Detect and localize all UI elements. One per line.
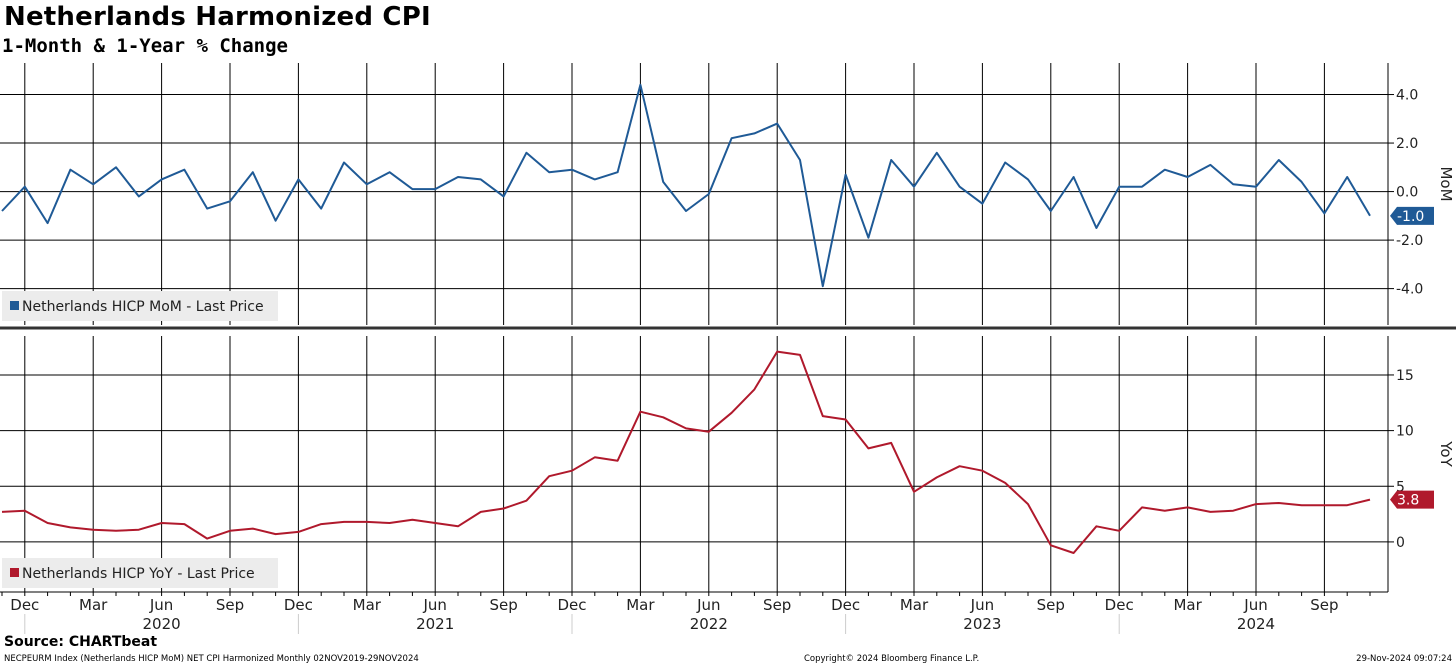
mom-axis-label: MoM: [1437, 166, 1455, 201]
x-tick-label: Mar: [626, 596, 655, 614]
mom-last-value-label: -1.0: [1397, 209, 1424, 225]
y-tick-label: -2.0: [1396, 233, 1423, 249]
y-tick-label: 2.0: [1396, 136, 1418, 152]
x-year-label: 2021: [416, 615, 454, 633]
yoy-legend-box: [2, 558, 278, 588]
yoy-legend-swatch: [10, 568, 19, 577]
x-tick-label: Sep: [1310, 596, 1338, 614]
x-tick-label: Dec: [284, 596, 313, 614]
x-year-label: 2022: [690, 615, 728, 633]
x-tick-label: Jun: [696, 596, 720, 614]
x-tick-label: Jun: [970, 596, 994, 614]
x-year-label: 2024: [1237, 615, 1275, 633]
x-year-label: 2020: [143, 615, 181, 633]
footer-ticker: NECPEURM Index (Netherlands HICP MoM) NE…: [4, 654, 419, 664]
yoy-legend-label: Netherlands HICP YoY - Last Price: [22, 566, 255, 582]
y-tick-label: -4.0: [1396, 282, 1423, 298]
x-tick-label: Sep: [489, 596, 517, 614]
x-tick-label: Sep: [763, 596, 791, 614]
yoy-last-value-label: 3.8: [1397, 493, 1419, 509]
x-tick-label: Sep: [1037, 596, 1065, 614]
source-note: Source: CHARTbeat: [4, 634, 158, 650]
yoy-series-line: [1, 350, 1371, 554]
x-tick-label: Mar: [900, 596, 929, 614]
yoy-axis-label: YoY: [1437, 440, 1455, 467]
mom-legend-box: [2, 291, 278, 321]
yoy-last-value-badge: [1390, 490, 1434, 509]
x-tick-label: Jun: [422, 596, 446, 614]
footer-timestamp: 29-Nov-2024 09:07:24: [1356, 654, 1452, 664]
mom-series-line: [1, 83, 1371, 288]
x-tick-label: Jun: [1243, 596, 1267, 614]
chart-title: Netherlands Harmonized CPI: [4, 2, 431, 32]
yoy-panel: 0 5 10 15 YoY 3.8 Netherlands HICP YoY - Last …: [0, 336, 1455, 592]
chart-subtitle: 1-Month & 1-Year % Change: [2, 35, 288, 57]
x-tick-label: Dec: [557, 596, 586, 614]
y-tick-label: 10: [1396, 424, 1414, 440]
x-tick-label: Dec: [831, 596, 860, 614]
x-axis: Dec Mar Jun Sep Dec Mar Jun Sep Dec Mar Jun Sep Dec M…: [0, 326, 1456, 634]
y-tick-label: 15: [1396, 368, 1414, 384]
x-tick-label: Sep: [216, 596, 244, 614]
y-tick-label: 0.0: [1396, 185, 1418, 201]
x-tick-label: Mar: [1173, 596, 1202, 614]
y-tick-label: 0: [1396, 535, 1405, 551]
x-year-label: 2023: [963, 615, 1001, 633]
x-tick-label: Dec: [10, 596, 39, 614]
mom-legend-label: Netherlands HICP MoM - Last Price: [22, 299, 264, 315]
mom-last-value-badge: [1390, 206, 1434, 225]
mom-panel: -4.0 -2.0 0.0 2.0 4.0 MoM -1.0 Netherlands HICP…: [0, 63, 1455, 325]
x-tick-label: Mar: [79, 596, 108, 614]
mom-legend-swatch: [10, 301, 19, 310]
x-tick-label: Mar: [353, 596, 382, 614]
x-tick-label: Jun: [149, 596, 173, 614]
y-tick-label: 4.0: [1396, 88, 1418, 104]
x-tick-label: Dec: [1105, 596, 1134, 614]
footer-copyright: Copyright© 2024 Bloomberg Finance L.P.: [804, 654, 980, 664]
y-tick-label: 5: [1396, 479, 1405, 495]
